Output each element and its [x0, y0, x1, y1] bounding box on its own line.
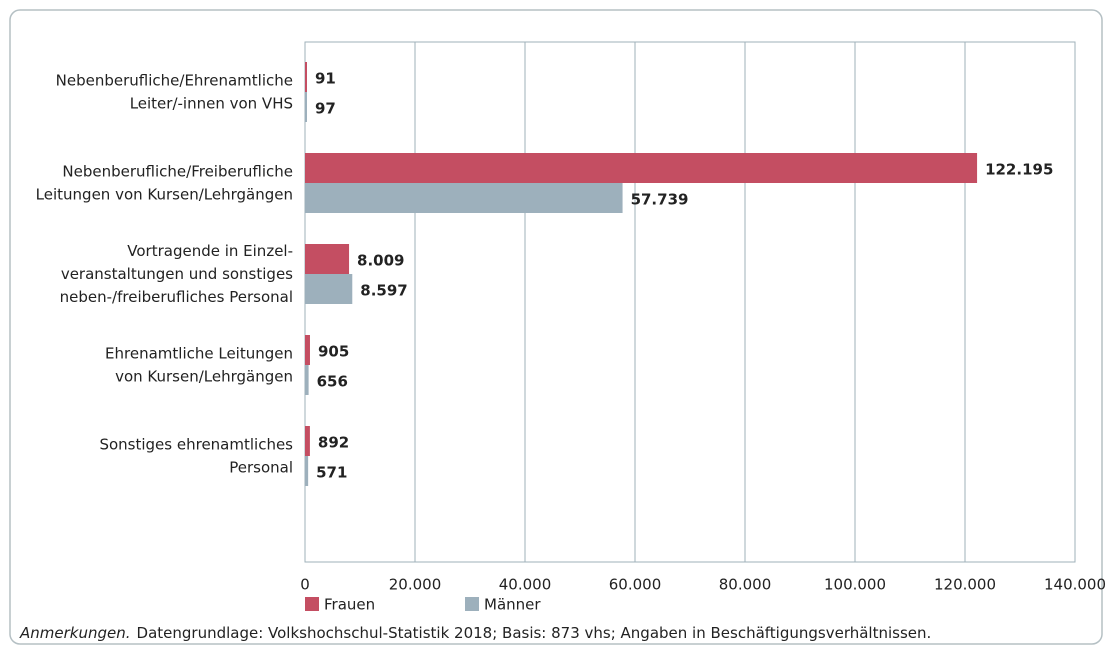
value-label: 892 — [318, 434, 349, 452]
category-label-line: Leitungen von Kursen/Lehrgängen — [36, 185, 293, 203]
category-label: Sonstiges ehrenamtliches Personal — [99, 435, 293, 476]
category-label-line: Sonstiges ehrenamtliches — [99, 435, 293, 453]
bar — [305, 335, 310, 365]
bar — [305, 426, 310, 456]
bar — [305, 92, 307, 122]
x-tick-label: 40.000 — [499, 576, 552, 594]
category-label-line: Nebenberufliche/Freiberufliche — [62, 162, 293, 180]
bar — [305, 456, 309, 486]
x-tick-label: 60.000 — [609, 576, 662, 594]
x-tick-label: 120.000 — [934, 576, 996, 594]
category-label: Nebenberufliche/Ehrenamtliche Leiter/-inn… — [56, 71, 293, 112]
note-text: Datengrundlage: Volkshochschul-Statistik… — [137, 624, 932, 642]
category-label-line: neben-/freiberufliches Personal — [60, 288, 293, 306]
category-label-line: Nebenberufliche/Ehrenamtliche — [56, 71, 293, 89]
value-label: 571 — [316, 464, 347, 482]
value-label: 91 — [315, 70, 336, 88]
x-tick-label: 20.000 — [389, 576, 442, 594]
x-tick-label: 80.000 — [719, 576, 772, 594]
value-label: 122.195 — [985, 161, 1053, 179]
category-label-line: Personal — [229, 458, 293, 476]
value-label: 57.739 — [631, 191, 689, 209]
bar — [305, 274, 353, 304]
x-tick-label: 0 — [300, 576, 310, 594]
value-label: 8.597 — [360, 282, 407, 300]
x-tick-label: 100.000 — [824, 576, 886, 594]
legend-swatch — [305, 597, 319, 611]
bar — [305, 153, 978, 183]
note-label: Anmerkungen. — [19, 624, 131, 642]
legend-label: Männer — [484, 596, 541, 614]
legend-swatch — [465, 597, 479, 611]
bar — [305, 365, 309, 395]
value-label: 905 — [318, 343, 349, 361]
category-label: Vortragende in Einzel-veranstaltungen un… — [60, 242, 294, 306]
note: Anmerkungen. Datengrundlage: Volkshochsch… — [19, 624, 931, 642]
value-label: 97 — [315, 100, 336, 118]
plot-border — [304, 41, 1076, 563]
x-tick-label: 140.000 — [1044, 576, 1106, 594]
category-label-line: Ehrenamtliche Leitungen — [105, 344, 293, 362]
bar — [305, 244, 350, 274]
category-label-line: von Kursen/Lehrgängen — [115, 367, 293, 385]
bar — [305, 183, 623, 213]
category-label: Nebenberufliche/Freiberufliche Leitungen … — [36, 162, 293, 203]
category-label: Ehrenamtliche Leitungen von Kursen/Lehrgä… — [105, 344, 293, 385]
category-label-line: veranstaltungen und sonstiges — [61, 265, 293, 283]
category-label-line: Vortragende in Einzel- — [127, 242, 293, 260]
value-label: 8.009 — [357, 252, 404, 270]
value-label: 656 — [317, 373, 348, 391]
frame — [9, 9, 1103, 645]
category-label-line: Leiter/-innen von VHS — [130, 94, 293, 112]
bar — [305, 62, 307, 92]
legend-label: Frauen — [324, 596, 375, 614]
